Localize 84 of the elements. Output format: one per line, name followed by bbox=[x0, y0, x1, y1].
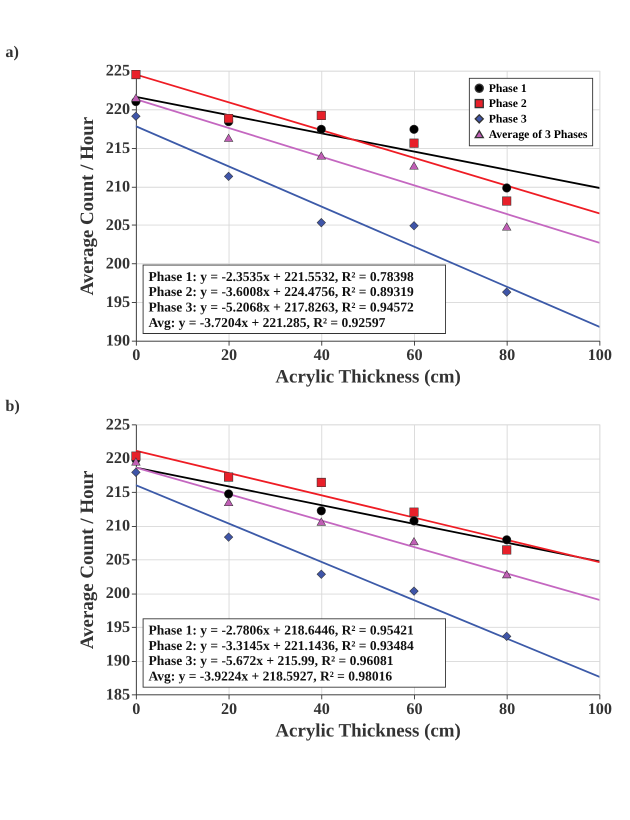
x-tick-label: 100 bbox=[588, 700, 612, 718]
x-axis-title: Acrylic Thickness (cm) bbox=[275, 366, 461, 388]
legend-label: Phase 1 bbox=[488, 82, 527, 95]
y-tick-label: 190 bbox=[106, 652, 130, 670]
point bbox=[131, 458, 140, 466]
annotation: Avg: y = -3.7204x + 221.285, R² = 0.92597 bbox=[148, 314, 386, 330]
point bbox=[409, 162, 419, 170]
point bbox=[316, 570, 326, 579]
chart-title: b) bbox=[5, 396, 20, 415]
y-tick-label: 195 bbox=[106, 293, 130, 312]
point bbox=[224, 172, 234, 181]
point bbox=[316, 478, 326, 487]
point bbox=[224, 134, 234, 142]
x-tick-label: 80 bbox=[499, 346, 516, 364]
annotation: Phase 3: y = -5.672x + 215.99, R² = 0.96081 bbox=[148, 653, 394, 668]
point bbox=[316, 218, 326, 228]
annotation: Phase 1: y = -2.3535x + 221.5532, R² = 0.78398 bbox=[148, 268, 414, 284]
x-tick-label: 60 bbox=[406, 346, 423, 364]
point bbox=[131, 468, 140, 477]
chart-title: a) bbox=[5, 43, 19, 62]
x-tick-label: 20 bbox=[220, 346, 238, 364]
point bbox=[409, 221, 419, 230]
annotation: Phase 2: y = -3.3145x + 221.1436, R² = 0.93484 bbox=[148, 638, 414, 653]
annotation: Phase 2: y = -3.6008x + 224.4756, R² = 0.89319 bbox=[148, 284, 414, 300]
y-tick-label: 200 bbox=[106, 584, 130, 602]
point bbox=[502, 288, 512, 297]
y-tick-label: 220 bbox=[106, 449, 130, 468]
point bbox=[502, 183, 512, 192]
y-tick-label: 205 bbox=[106, 550, 130, 568]
y-tick-label: 215 bbox=[106, 482, 130, 501]
x-tick-label: 40 bbox=[314, 346, 330, 364]
point bbox=[316, 518, 326, 526]
y-tick-label: 205 bbox=[106, 216, 130, 234]
point bbox=[409, 508, 419, 517]
legend-label: Phase 2 bbox=[488, 97, 527, 110]
point bbox=[131, 112, 140, 121]
point bbox=[131, 452, 140, 461]
y-tick-label: 185 bbox=[106, 685, 130, 704]
point bbox=[409, 138, 419, 148]
legend-label: Average of 3 Phases bbox=[488, 128, 588, 141]
point bbox=[131, 94, 140, 102]
legend-label: Phase 3 bbox=[488, 112, 527, 126]
y-tick-label: 190 bbox=[106, 332, 130, 350]
x-tick-label: 20 bbox=[220, 700, 238, 718]
x-tick-label: 60 bbox=[406, 700, 423, 718]
point bbox=[316, 152, 326, 160]
point bbox=[409, 537, 419, 546]
y-tick-label: 225 bbox=[106, 415, 130, 434]
point bbox=[316, 110, 326, 120]
y-tick-label: 195 bbox=[106, 618, 130, 636]
point bbox=[502, 222, 512, 230]
point bbox=[224, 532, 234, 542]
y-tick-label: 210 bbox=[106, 177, 130, 196]
x-axis-title: Acrylic Thickness (cm) bbox=[275, 720, 461, 742]
y-tick-label: 225 bbox=[106, 62, 130, 80]
annotation: Phase 3: y = -5.2068x + 217.8263, R² = 0.94572 bbox=[148, 299, 414, 314]
annotation: Phase 1: y = -2.7806x + 218.6446, R² = 0.95421 bbox=[148, 622, 414, 638]
point bbox=[316, 506, 326, 516]
x-tick-label: 100 bbox=[588, 346, 612, 364]
point bbox=[224, 498, 234, 506]
x-tick-label: 0 bbox=[132, 700, 140, 718]
x-tick-label: 80 bbox=[499, 700, 516, 718]
y-tick-label: 210 bbox=[106, 516, 130, 535]
annotation: Avg: y = -3.9224x + 218.5927, R² = 0.98016 bbox=[148, 668, 392, 684]
point bbox=[409, 586, 419, 596]
point bbox=[502, 570, 512, 578]
y-tick-label: 200 bbox=[106, 254, 130, 273]
point bbox=[502, 632, 512, 641]
point bbox=[502, 545, 512, 554]
point bbox=[409, 516, 419, 526]
y-axis-title: Average Count / Hour bbox=[77, 116, 98, 296]
point bbox=[502, 196, 512, 206]
y-axis-title: Average Count / Hour bbox=[77, 470, 98, 650]
x-tick-label: 40 bbox=[314, 700, 330, 718]
point bbox=[224, 472, 234, 482]
point bbox=[409, 124, 419, 134]
point bbox=[131, 70, 140, 80]
point bbox=[224, 114, 234, 124]
point bbox=[316, 124, 326, 134]
x-tick-label: 0 bbox=[132, 346, 140, 364]
point bbox=[502, 535, 512, 544]
point bbox=[224, 489, 234, 498]
y-tick-label: 215 bbox=[106, 138, 130, 157]
y-tick-label: 220 bbox=[106, 100, 130, 118]
